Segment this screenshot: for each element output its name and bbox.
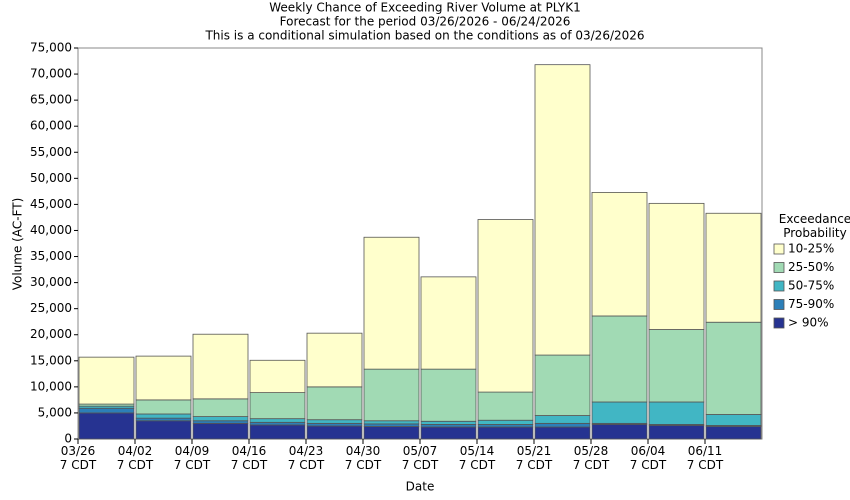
bar-segment [135, 413, 192, 419]
x-axis-label: Date [406, 480, 435, 494]
legend-label: > 90% [788, 316, 829, 330]
y-tick-label: 55,000 [30, 145, 72, 159]
plot-area [77, 47, 763, 440]
bar-segment [591, 424, 648, 440]
bar-segment [306, 386, 363, 421]
bar-segment [648, 401, 705, 425]
bar-segment [192, 422, 249, 440]
y-tick-label: 45,000 [30, 197, 72, 211]
bar-segment [534, 354, 591, 416]
x-tick-label: 05/21 7 CDT [515, 444, 553, 472]
y-tick-label: 30,000 [30, 275, 72, 289]
bar-segment [363, 426, 420, 440]
legend-label: 75-90% [788, 297, 834, 311]
y-tick-label: 40,000 [30, 223, 72, 237]
y-tick-label: 50,000 [30, 171, 72, 185]
bar-segment [249, 418, 306, 423]
x-tick-label: 04/09 7 CDT [173, 444, 211, 472]
bar-segment [534, 64, 591, 356]
chart-subtitle: Forecast for the period 03/26/2026 - 06/… [280, 15, 571, 29]
bar-segment [534, 426, 591, 440]
y-tick-label: 10,000 [30, 379, 72, 393]
x-tick-label: 04/23 7 CDT [287, 444, 325, 472]
legend-label: 25-50% [788, 260, 834, 274]
y-axis-label: Volume (AC-FT) [11, 198, 25, 291]
legend-title: Exceedance Probability [778, 212, 850, 240]
bar-segment [648, 425, 705, 440]
bar-segment [363, 236, 420, 370]
x-tick-label: 05/07 7 CDT [401, 444, 439, 472]
bar-segment [306, 419, 363, 424]
bar-segment [249, 424, 306, 440]
y-tick-label: 25,000 [30, 301, 72, 315]
legend-label: 50-75% [788, 279, 834, 293]
x-tick-label: 03/26 7 CDT [59, 444, 97, 472]
bar-segment [591, 192, 648, 317]
bar-segment [420, 368, 477, 422]
bar-segment [363, 368, 420, 422]
bar-segment [420, 276, 477, 370]
bar-segment [477, 426, 534, 440]
legend-swatch [773, 317, 785, 329]
bar-segment [705, 212, 762, 323]
bar-segment [705, 414, 762, 426]
bar-segment [135, 355, 192, 401]
bar-segment [420, 420, 477, 425]
bar-segment [591, 401, 648, 424]
bar-segment [420, 426, 477, 440]
y-tick-label: 75,000 [30, 41, 72, 55]
legend-swatch [773, 280, 785, 292]
bar-segment [705, 321, 762, 415]
legend-swatch [773, 243, 785, 255]
bar-segment [78, 412, 135, 440]
legend-label: 10-25% [788, 242, 834, 256]
bar-segment [534, 422, 591, 428]
bar-segment [477, 419, 534, 425]
bar-segment [249, 392, 306, 420]
y-tick-label: 65,000 [30, 93, 72, 107]
x-tick-label: 06/04 7 CDT [629, 444, 667, 472]
bar-segment [192, 398, 249, 417]
bar-segment [648, 329, 705, 403]
x-tick-label: 05/14 7 CDT [458, 444, 496, 472]
legend-swatch [773, 262, 785, 273]
bar-segment [135, 420, 192, 440]
bar-segment [648, 202, 705, 330]
y-tick-label: 15,000 [30, 353, 72, 367]
bar-segment [78, 356, 135, 405]
x-tick-label: 04/02 7 CDT [116, 444, 154, 472]
x-tick-label: 05/28 7 CDT [572, 444, 610, 472]
chart-title: Weekly Chance of Exceeding River Volume … [269, 1, 580, 15]
x-tick-label: 06/11 7 CDT [686, 444, 724, 472]
bar-segment [534, 415, 591, 424]
y-tick-label: 0 [64, 432, 72, 446]
x-tick-label: 04/30 7 CDT [344, 444, 382, 472]
y-tick-label: 35,000 [30, 249, 72, 263]
y-tick-label: 70,000 [30, 67, 72, 81]
bar-segment [306, 425, 363, 440]
bar-segment [192, 333, 249, 400]
bar-segment [78, 407, 135, 414]
y-tick-label: 60,000 [30, 119, 72, 133]
bar-segment [135, 399, 192, 415]
bar-segment [192, 416, 249, 422]
chart-note: This is a conditional simulation based o… [204, 29, 644, 43]
legend-swatch [773, 299, 785, 310]
bar-segment [477, 391, 534, 421]
bar-segment [249, 359, 306, 394]
y-tick-label: 5,000 [38, 405, 72, 419]
x-tick-label: 04/16 7 CDT [230, 444, 268, 472]
bar-segment [705, 426, 762, 440]
bar-segment [306, 332, 363, 388]
bar-segment [591, 315, 648, 403]
bar-segment [363, 420, 420, 425]
y-tick-label: 20,000 [30, 327, 72, 341]
bar-segment [477, 219, 534, 393]
